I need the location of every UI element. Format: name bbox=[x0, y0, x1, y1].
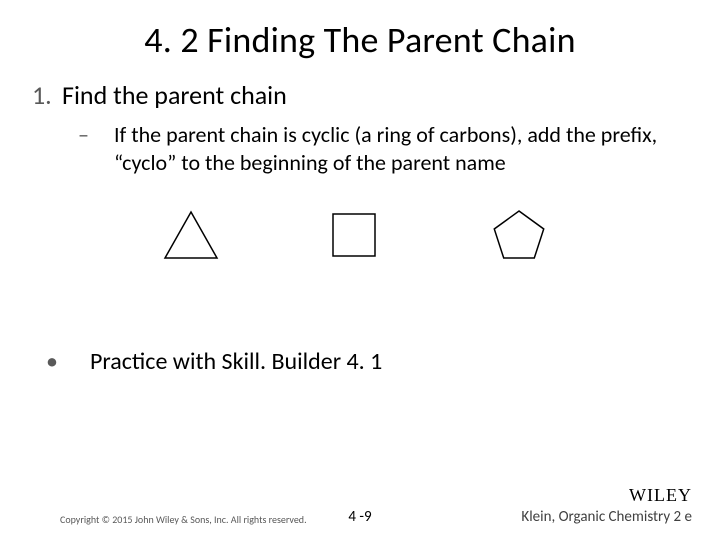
book-title: Klein, Organic Chemistry 2 e bbox=[521, 508, 692, 526]
page-number: 4 -9 bbox=[348, 508, 371, 526]
list-text-1: Find the parent chain bbox=[62, 80, 287, 111]
triangle-icon bbox=[162, 209, 220, 261]
list-submarker-1: – bbox=[74, 121, 114, 176]
slide: 4. 2 Finding The Parent Chain 1. Find th… bbox=[0, 0, 720, 540]
practice-marker: • bbox=[40, 348, 90, 377]
practice-item: • Practice with Skill. Builder 4. 1 bbox=[40, 348, 688, 377]
list-subitem-1: – If the parent chain is cyclic (a ring … bbox=[74, 121, 688, 176]
list-subtext-1: If the parent chain is cyclic (a ring of… bbox=[114, 121, 688, 176]
footer-right: WILEY Klein, Organic Chemistry 2 e bbox=[521, 485, 692, 526]
list-marker-1: 1. bbox=[32, 80, 62, 111]
square-icon bbox=[330, 211, 378, 259]
footer: Copyright © 2015 John Wiley & Sons, Inc.… bbox=[0, 485, 720, 526]
practice-text: Practice with Skill. Builder 4. 1 bbox=[90, 348, 382, 377]
slide-body: 1. Find the parent chain – If the parent… bbox=[26, 80, 694, 377]
copyright-text: Copyright © 2015 John Wiley & Sons, Inc.… bbox=[60, 513, 307, 526]
list-item-1: 1. Find the parent chain bbox=[32, 80, 688, 111]
shapes-row bbox=[162, 206, 688, 264]
slide-title: 4. 2 Finding The Parent Chain bbox=[26, 18, 694, 62]
wiley-logo: WILEY bbox=[521, 485, 692, 506]
pentagon-icon bbox=[488, 206, 550, 264]
